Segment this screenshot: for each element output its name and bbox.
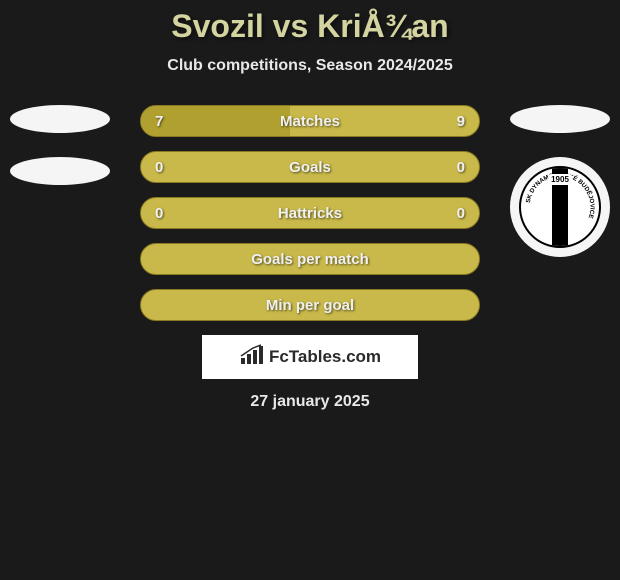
stat-right-value: 0 [457,159,465,176]
left-placeholder-ellipse-1 [10,105,110,133]
comparison-widget: Svozil vs KriÅ¾an Club competitions, Sea… [0,0,620,580]
stat-row-goals: 0 Goals 0 [140,151,480,183]
stat-left-value: 0 [155,205,163,222]
stat-label: Min per goal [266,297,354,314]
club-badge-outer: 1905 SK DYNAMO ČESKÉ BUDĚJOVICE [510,157,610,257]
club-badge-inner: 1905 SK DYNAMO ČESKÉ BUDĚJOVICE [519,166,601,248]
branding-logo[interactable]: FcTables.com [202,335,418,379]
chart-icon [239,344,265,371]
stat-row-min-per-goal: Min per goal [140,289,480,321]
left-player-badges [10,105,110,185]
stat-right-value: 0 [457,205,465,222]
right-player-badges: 1905 SK DYNAMO ČESKÉ BUDĚJOVICE [510,105,610,247]
stat-label: Matches [280,113,340,130]
branding-text: FcTables.com [269,347,381,367]
club-badge-year: 1905 [548,174,572,185]
stat-left-value: 0 [155,159,163,176]
stat-rows: 7 Matches 9 0 Goals 0 0 Hattricks 0 Goal… [140,105,480,321]
stat-label: Hattricks [278,205,342,222]
footer-date: 27 january 2025 [0,393,620,411]
stat-label: Goals per match [251,251,369,268]
stat-row-hattricks: 0 Hattricks 0 [140,197,480,229]
stat-label: Goals [289,159,331,176]
stat-row-matches: 7 Matches 9 [140,105,480,137]
stats-area: 1905 SK DYNAMO ČESKÉ BUDĚJOVICE [0,105,620,411]
right-placeholder-ellipse [510,105,610,133]
stat-left-value: 7 [155,113,163,130]
left-placeholder-ellipse-2 [10,157,110,185]
page-title: Svozil vs KriÅ¾an [0,8,620,45]
right-club-badge: 1905 SK DYNAMO ČESKÉ BUDĚJOVICE [510,157,610,247]
stat-right-value: 9 [457,113,465,130]
page-subtitle: Club competitions, Season 2024/2025 [0,57,620,75]
stat-row-goals-per-match: Goals per match [140,243,480,275]
